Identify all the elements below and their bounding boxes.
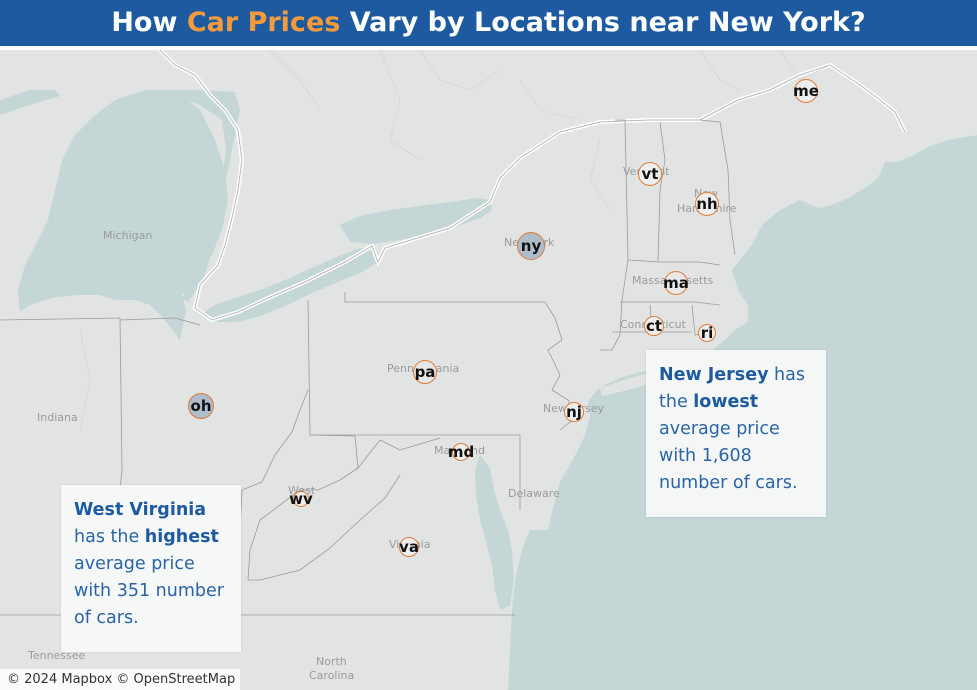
callout-text1: has the xyxy=(659,365,805,412)
dashboard-title: How Car Prices Vary by Locations near Ne… xyxy=(0,0,977,46)
marker-code: wv xyxy=(289,490,313,508)
marker-code: nj xyxy=(566,403,582,421)
label-delaware: Delaware xyxy=(508,487,560,500)
map-canvas[interactable]: Michigan Indiana Tennessee North Carolin… xyxy=(0,50,977,690)
callout-emphasis: highest xyxy=(144,527,219,547)
marker-code: ct xyxy=(645,317,663,335)
marker-code: pa xyxy=(414,363,436,381)
marker-circle[interactable] xyxy=(188,393,214,419)
lake-huron xyxy=(160,90,240,302)
marker-code: ny xyxy=(520,237,542,255)
callout-lowest-price: New Jersey has the lowest average price … xyxy=(646,350,826,517)
border-us-canada-line xyxy=(159,50,906,321)
callout-text1: has the xyxy=(74,527,145,547)
marker-circle[interactable] xyxy=(452,443,470,461)
marker-code: oh xyxy=(190,397,212,415)
marker-circle[interactable] xyxy=(638,162,662,186)
marker-circle[interactable] xyxy=(698,324,716,342)
marker-code: va xyxy=(399,538,419,556)
callout-state: West Virginia xyxy=(74,500,207,520)
marker-circle[interactable] xyxy=(695,192,719,216)
lake-ontario xyxy=(340,198,492,244)
label-indiana: Indiana xyxy=(37,411,78,424)
callout-state: New Jersey xyxy=(659,365,769,385)
marker-circle[interactable] xyxy=(664,271,688,295)
callout-emphasis: lowest xyxy=(693,392,759,412)
marker-code: ri xyxy=(700,324,714,342)
marker-code: me xyxy=(793,82,819,100)
label-tennessee: Tennessee xyxy=(28,649,86,662)
marker-circle[interactable] xyxy=(517,232,545,260)
callout-text2: average price with 1,608 number of cars. xyxy=(659,419,798,493)
title-part2: Vary by Locations near New York? xyxy=(340,7,866,38)
marker-circle[interactable] xyxy=(413,360,437,384)
title-part1: How xyxy=(111,7,187,38)
map-attribution[interactable]: © 2024 Mapbox © OpenStreetMap xyxy=(0,669,241,690)
marker-circle[interactable] xyxy=(644,316,664,336)
marker-circle[interactable] xyxy=(293,491,309,507)
marker-code: md xyxy=(447,443,475,461)
marker-circle[interactable] xyxy=(399,537,419,557)
marker-code: nh xyxy=(696,195,718,213)
label-north-carolina-line2: Carolina xyxy=(309,669,355,682)
marker-code: vt xyxy=(641,165,659,183)
chesapeake-bay xyxy=(475,455,514,610)
marker-code: ma xyxy=(663,274,689,292)
callout-highest-price: West Virginia has the highest average pr… xyxy=(61,485,241,652)
title-accent: Car Prices xyxy=(186,7,341,38)
callout-text2: average price with 351 number of cars. xyxy=(74,554,224,628)
lake-michigan xyxy=(0,90,228,340)
label-north-carolina-line1: North xyxy=(316,655,347,668)
marker-circle[interactable] xyxy=(794,79,818,103)
label-michigan: Michigan xyxy=(103,229,153,242)
marker-circle[interactable] xyxy=(564,402,584,422)
